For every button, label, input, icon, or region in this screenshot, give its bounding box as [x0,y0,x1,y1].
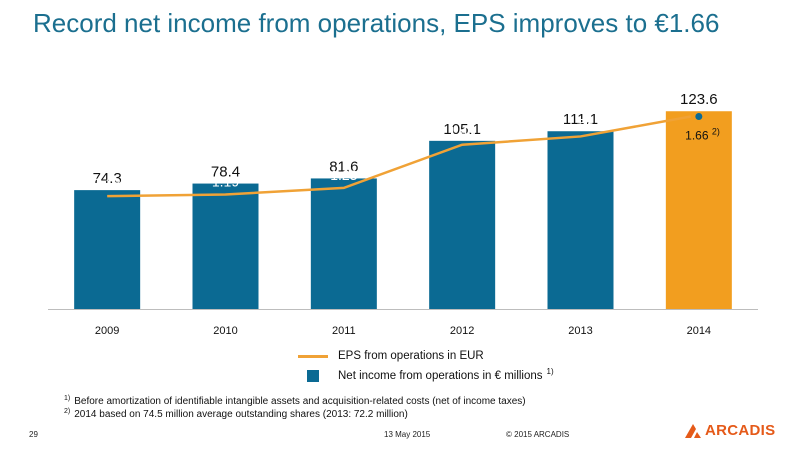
legend-eps-label: EPS from operations in EUR [338,350,484,362]
bar-label-2011: 81.6 [329,158,358,175]
eps-label-2014: 1.66 [685,129,709,143]
logo-text: ARCADIS [705,422,776,439]
x-tick-2012: 2012 [450,325,474,337]
bar-2011 [310,178,377,309]
eps-point-2014 [695,113,703,121]
bar-line-chart: 74.3 2009 78.4 2010 81.6 2011 105.1 2012 111.1 20… [48,91,758,337]
bar-label-2014: 123.6 [680,91,718,108]
footnote-1-text: Before amortization of identifiable inta… [74,396,526,407]
legend-bar-swatch [307,370,319,382]
chart-legend: EPS from operations in EUR Net income fr… [298,346,554,386]
eps-label-2012: 1.49 [449,124,476,140]
legend-line-swatch [298,354,328,358]
x-tick-2011: 2011 [332,325,356,337]
eps-label-2009: 1.18 [94,175,121,191]
page-number: 29 [29,430,38,439]
bar-label-2009: 74.3 [93,170,122,187]
footnotes: 1) Before amortization of identifiable in… [64,395,526,422]
eps-label-2011: 1.23 [330,167,357,183]
legend-net-income-label: Net income from operations in € millions [338,370,543,382]
x-tick-2013: 2013 [568,325,592,337]
footnote-1: 1) Before amortization of identifiable in… [64,395,526,409]
x-tick-2009: 2009 [95,325,119,337]
bar-2009 [74,190,141,309]
slide-title: Record net income from operations, EPS i… [33,8,720,38]
eps-note-2014: 2) [712,127,720,137]
company-logo: ARCADIS [684,422,775,439]
bar-2013 [547,131,614,309]
bar-2012 [429,140,496,309]
arcadis-logo-icon [685,423,701,438]
x-tick-2014: 2014 [687,325,711,337]
footer-copyright: © 2015 ARCADIS [506,430,570,439]
footnote-2-text: 2014 based on 74.5 million average outst… [74,409,408,420]
legend-item-net-income: Net income from operations in € millions… [298,366,554,386]
eps-label-2013: 1.54 [567,115,594,131]
eps-line [107,115,692,198]
bar-label-2012: 105.1 [443,121,481,138]
footnote-2: 2) 2014 based on 74.5 million average out… [64,408,526,422]
footer-date: 13 May 2015 [384,430,431,439]
eps-label-2010: 1.19 [212,174,239,190]
bar-2014 [665,111,732,310]
bar-label-2010: 78.4 [211,164,240,181]
footnote-2-mark: 2) [64,408,71,415]
bar-2010 [192,183,259,309]
footnote-1-mark: 1) [64,395,71,402]
x-tick-2010: 2010 [213,325,237,337]
legend-net-income-note: 1) [546,366,554,376]
bar-label-2013: 111.1 [563,111,598,128]
legend-item-eps: EPS from operations in EUR [298,346,554,366]
